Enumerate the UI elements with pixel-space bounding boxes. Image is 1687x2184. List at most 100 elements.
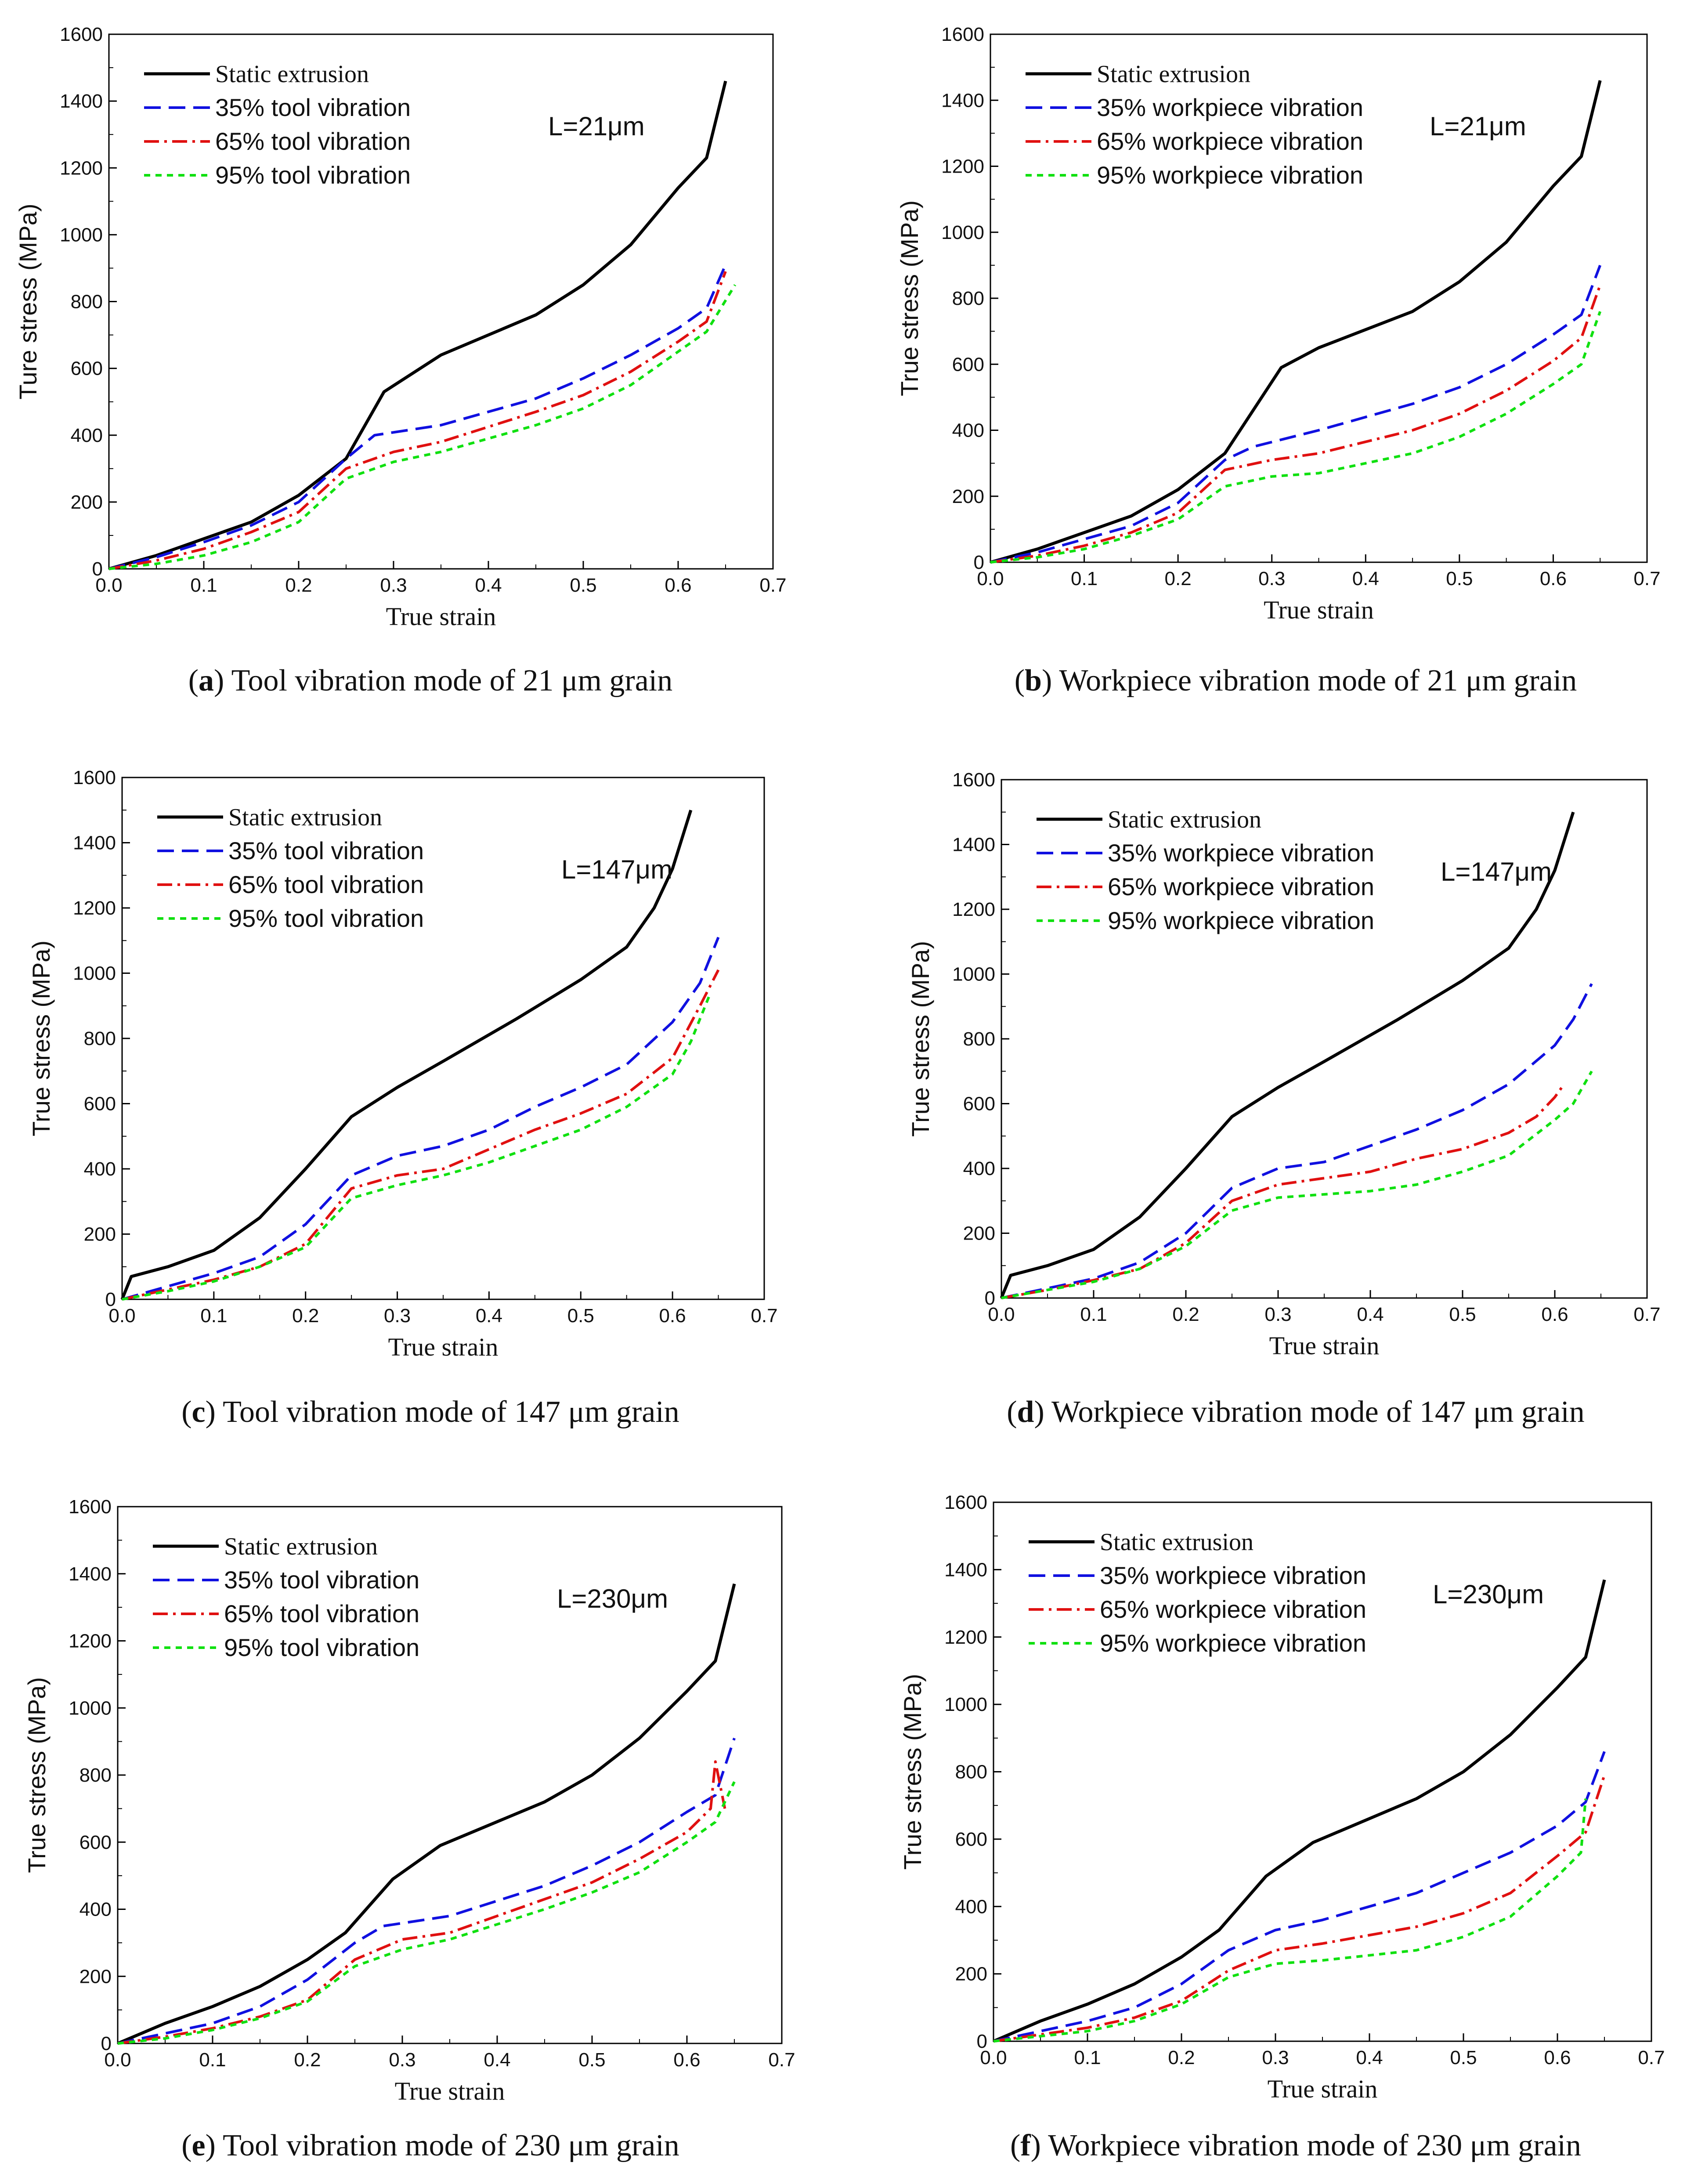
chart-a-xlabel: True strain [386, 602, 496, 631]
chart-a-ytick-label: 1000 [60, 224, 103, 246]
chart-f-xtick-label: 0.4 [1356, 2047, 1383, 2068]
chart-f-xlabel: True strain [1268, 2075, 1378, 2103]
chart-d-legend-label-p65: 65% workpiece vibration [1108, 873, 1374, 900]
chart-d-ytick-label: 1000 [952, 964, 995, 985]
chart-e-xtick-label: 0.1 [199, 2049, 226, 2071]
chart-d-xlabel: True strain [1269, 1331, 1380, 1360]
caption-a-letter: a [199, 664, 214, 698]
chart-f-annotation: L=230μm [1433, 1580, 1544, 1609]
chart-d-ytick-label: 1200 [952, 899, 995, 920]
chart-c-ytick-label: 600 [84, 1093, 116, 1115]
chart-e-ytick-label: 800 [79, 1765, 112, 1786]
chart-c-ytick-label: 1200 [73, 897, 116, 919]
chart-f-ylabel: True stress (MPa) [899, 1674, 926, 1870]
chart-e-ytick-label: 0 [101, 2033, 112, 2054]
chart-b-series-p95 [990, 311, 1602, 564]
chart-b-ylabel: True stress (MPa) [896, 200, 923, 396]
chart-c-xtick-label: 0.0 [108, 1305, 135, 1327]
chart-b-xlabel: True strain [1264, 596, 1374, 624]
chart-b-ytick-label: 1000 [941, 222, 984, 243]
chart-c-xtick-label: 0.2 [292, 1305, 319, 1327]
chart-f-series-static [993, 1579, 1606, 2043]
chart-b-xtick-label: 0.4 [1352, 568, 1379, 589]
caption-e-letter: e [191, 2129, 206, 2162]
chart-d-ytick-label: 200 [963, 1223, 995, 1244]
chart-a-legend-label-p95: 95% tool vibration [215, 161, 411, 189]
chart-c-xtick-label: 0.5 [567, 1305, 594, 1327]
caption-b-text: Workpiece vibration mode of 21 μm grain [1052, 664, 1577, 698]
chart-d-series-p35 [1001, 983, 1593, 1299]
chart-b-xtick-label: 0.2 [1165, 568, 1192, 589]
chart-f-xtick-label: 0.7 [1638, 2047, 1665, 2068]
chart-a-xtick-label: 0.4 [475, 575, 502, 596]
caption-d-text: Workpiece vibration mode of 147 μm grain [1044, 1395, 1585, 1429]
caption-f-text: Workpiece vibration mode of 230 μm grain [1040, 2129, 1581, 2162]
chart-a-xtick-label: 0.3 [380, 575, 407, 596]
chart-c-ytick-label: 200 [84, 1224, 116, 1245]
chart-d-ylabel: True stress (MPa) [907, 941, 934, 1137]
chart-f-xtick-label: 0.1 [1074, 2047, 1101, 2068]
chart-d-ytick-label: 600 [963, 1093, 995, 1115]
chart-c-ylabel: True stress (MPa) [27, 940, 55, 1136]
chart-c-ytick-label: 800 [84, 1028, 116, 1049]
chart-e-ytick-label: 600 [79, 1832, 112, 1853]
chart-a-ytick-label: 600 [71, 358, 103, 380]
chart-e-xtick-label: 0.4 [484, 2049, 510, 2071]
chart-b-ytick-label: 1400 [941, 90, 984, 111]
chart-a-annotation: L=21μm [548, 112, 645, 141]
caption-f-letter: f [1020, 2129, 1031, 2162]
chart-a-ytick-label: 1400 [60, 90, 103, 112]
chart-c-legend-label-static: Static extrusion [228, 804, 382, 831]
chart-f-legend-label-p95: 95% workpiece vibration [1100, 1629, 1366, 1657]
caption-d: (d) Workpiece vibration mode of 147 μm g… [1007, 1395, 1585, 1429]
chart-e-legend-label-p65: 65% tool vibration [224, 1600, 419, 1627]
chart-b-ytick-label: 800 [952, 288, 984, 309]
chart-a-ytick-label: 800 [71, 291, 103, 313]
chart-e-legend-label-p95: 95% tool vibration [224, 1634, 419, 1661]
chart-d-series-p65 [1001, 1083, 1565, 1299]
chart-e-xtick-label: 0.0 [104, 2049, 131, 2071]
chart-e-ytick-label: 1000 [69, 1697, 112, 1719]
chart-a-series-static [108, 80, 727, 571]
chart-e-xlabel: True strain [395, 2077, 505, 2105]
chart-a-ytick-label: 1200 [60, 157, 103, 179]
chart-b-xtick-label: 0.7 [1633, 568, 1660, 589]
chart-f-xtick-label: 0.5 [1450, 2047, 1477, 2068]
chart-c-series-p95 [122, 995, 711, 1301]
chart-a-series-p95 [108, 284, 737, 570]
chart-f-ytick-label: 600 [955, 1829, 987, 1850]
chart-a-xtick-label: 0.7 [759, 575, 786, 596]
chart-b-ytick-label: 1200 [941, 156, 984, 177]
chart-c-xlabel: True strain [388, 1333, 499, 1361]
chart-e-ytick-label: 200 [79, 1966, 112, 1987]
chart-d-xtick-label: 0.5 [1449, 1304, 1476, 1325]
chart-e-legend-label-static: Static extrusion [224, 1533, 378, 1560]
chart-d-ytick-label: 0 [985, 1287, 995, 1309]
chart-a-ytick-label: 200 [71, 492, 103, 513]
chart-e-series-p35 [117, 1738, 736, 2045]
chart-d-xtick-label: 0.0 [988, 1304, 1015, 1325]
chart-d-xtick-label: 0.3 [1264, 1304, 1291, 1325]
chart-b-legend-label-p65: 65% workpiece vibration [1097, 127, 1363, 155]
chart-e-ytick-label: 1600 [69, 1496, 112, 1518]
caption-e: (e) Tool vibration mode of 230 μm grain [181, 2129, 679, 2162]
chart-f-ytick-label: 1400 [944, 1559, 987, 1580]
chart-a-xtick-label: 0.1 [190, 575, 217, 596]
chart-a-xtick-label: 0.5 [570, 575, 596, 596]
chart-b-ytick-label: 600 [952, 354, 984, 375]
caption-a-text: Tool vibration mode of 21 μm grain [224, 664, 673, 698]
chart-a-xtick-label: 0.0 [95, 575, 122, 596]
chart-a-legend-label-static: Static extrusion [215, 61, 369, 88]
chart-d-legend-label-p95: 95% workpiece vibration [1108, 907, 1374, 934]
caption-a: (a) Tool vibration mode of 21 μm grain [188, 664, 673, 698]
caption-b: (b) Workpiece vibration mode of 21 μm gr… [1014, 664, 1577, 698]
chart-c-ytick-label: 1000 [73, 963, 116, 984]
chart-f-ytick-label: 1200 [944, 1627, 987, 1648]
chart-f-ytick-label: 1600 [944, 1492, 987, 1513]
chart-d-xtick-label: 0.4 [1357, 1304, 1384, 1325]
chart-a-ytick-label: 0 [92, 558, 103, 580]
chart-e-xtick-label: 0.3 [389, 2049, 415, 2071]
chart-c-legend-label-p65: 65% tool vibration [228, 871, 424, 898]
chart-e-series-static [117, 1583, 736, 2045]
